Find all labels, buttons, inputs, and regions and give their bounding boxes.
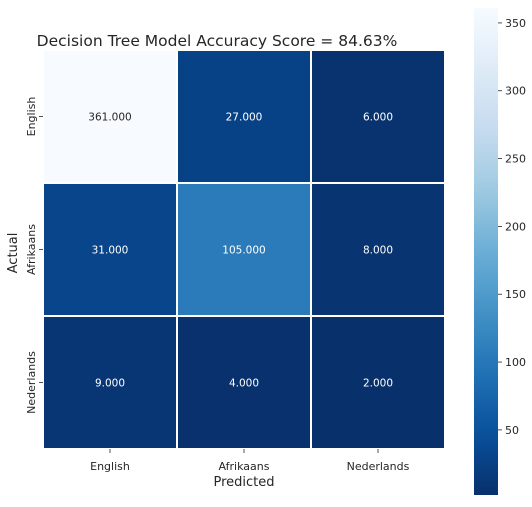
- cell-value-label: 27.000: [226, 112, 263, 124]
- y-tick-label: Nederlands: [25, 351, 38, 414]
- colorbar-tick-label: 300: [505, 85, 526, 98]
- colorbar-tick-label: 50: [505, 424, 519, 437]
- heatmap-cell: [176, 49, 312, 184]
- cell-value-label: 4.000: [229, 378, 259, 390]
- cell-value-label: 8.000: [363, 245, 393, 257]
- heatmap-cell: [310, 49, 446, 184]
- y-tick-label: English: [25, 97, 38, 137]
- y-tick-label: Afrikaans: [25, 224, 38, 275]
- heatmap-cell: [42, 49, 178, 184]
- y-axis-ticks: English Afrikaans Nederlands: [25, 97, 43, 414]
- heatmap-cell-labels: 361.000 27.000 6.000 31.000 105.000 8.000 9.00…: [88, 112, 393, 390]
- x-axis-ticks: English Afrikaans Nederlands: [90, 449, 410, 473]
- cell-value-label: 6.000: [363, 112, 393, 124]
- x-tick-label: Nederlands: [347, 460, 410, 473]
- heatmap-cell: [42, 182, 178, 317]
- colorbar: 50 100 150 200 250 300 350: [474, 8, 526, 495]
- cell-value-label: 361.000: [88, 112, 131, 124]
- colorbar-tick-label: 100: [505, 356, 526, 369]
- heatmap-cell: [176, 315, 312, 450]
- chart-title: Decision Tree Model Accuracy Score = 84.…: [37, 32, 398, 50]
- colorbar-gradient: [474, 8, 498, 495]
- cell-value-label: 105.000: [222, 245, 265, 257]
- heatmap-cell: [310, 182, 446, 317]
- x-tick-label: Afrikaans: [219, 460, 270, 473]
- heatmap-cells: [42, 49, 446, 450]
- cell-value-label: 2.000: [363, 378, 393, 390]
- y-axis-label: Actual: [6, 233, 21, 274]
- x-axis-label: Predicted: [213, 475, 274, 490]
- cell-value-label: 31.000: [92, 245, 129, 257]
- colorbar-tick-label: 350: [505, 17, 526, 30]
- cell-value-label: 9.000: [95, 378, 125, 390]
- colorbar-tick-label: 150: [505, 288, 526, 301]
- colorbar-tick-label: 250: [505, 153, 526, 166]
- colorbar-tick-label: 200: [505, 220, 526, 233]
- x-tick-label: English: [90, 460, 130, 473]
